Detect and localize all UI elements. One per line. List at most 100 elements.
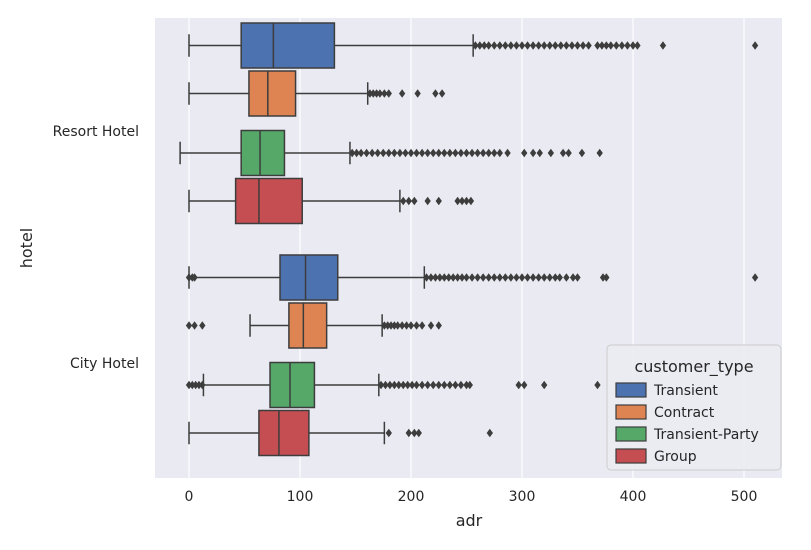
outlier-point <box>463 148 470 158</box>
legend-title: customer_type <box>634 357 753 377</box>
outlier-point <box>513 273 520 282</box>
outlier-point <box>400 380 407 390</box>
outlier-point <box>496 273 503 282</box>
outlier-point <box>432 273 439 282</box>
outlier-point <box>491 41 498 50</box>
outlier-point <box>594 380 601 390</box>
outlier-point <box>457 148 465 158</box>
outlier-point <box>594 41 601 50</box>
outlier-point <box>430 380 437 390</box>
outlier-point <box>191 273 198 282</box>
legend-box <box>606 344 782 471</box>
outlier-point <box>502 273 509 282</box>
outlier-point <box>563 41 570 50</box>
x-tick-label: 300 <box>509 489 536 505</box>
outlier-point <box>363 148 370 158</box>
legend-swatch <box>615 404 647 420</box>
outlier-point <box>381 321 388 330</box>
x-tick-label: 400 <box>620 489 647 505</box>
outlier-point <box>467 196 475 206</box>
outlier-point <box>396 148 404 158</box>
outlier-point <box>385 428 392 438</box>
outlier-point <box>463 380 470 390</box>
outlier-point <box>751 273 759 282</box>
outlier-point <box>466 380 473 390</box>
outlier-point <box>474 273 481 282</box>
box-iqr <box>248 70 297 117</box>
outlier-point <box>547 148 555 158</box>
legend-entry: Group <box>654 449 697 465</box>
outlier-point <box>441 148 448 158</box>
outlier-point <box>407 148 415 158</box>
outlier-point <box>369 148 376 158</box>
outlier-point <box>474 148 481 158</box>
outlier-point <box>629 41 637 50</box>
outlier-point <box>385 148 392 158</box>
outlier-point <box>438 89 446 98</box>
box-iqr <box>279 254 339 301</box>
outlier-point <box>387 321 395 330</box>
outlier-point <box>405 428 412 438</box>
outlier-point <box>450 273 457 282</box>
outlier-point <box>529 41 537 50</box>
outlier-point <box>457 380 465 390</box>
legend-swatch <box>615 448 647 464</box>
outlier-point <box>507 273 515 282</box>
outlier-point <box>598 41 606 50</box>
outlier-point <box>472 41 479 50</box>
x-tick-label: 0 <box>185 489 194 505</box>
legend-entry: Contract <box>654 405 715 421</box>
outlier-point <box>521 380 528 390</box>
outlier-point <box>463 196 470 206</box>
outlier-point <box>404 380 411 390</box>
outlier-point <box>405 196 412 206</box>
outlier-point <box>424 148 431 158</box>
outlier-point <box>386 380 394 390</box>
outlier-point <box>659 41 667 50</box>
outlier-point <box>507 41 515 50</box>
outlier-point <box>418 321 426 330</box>
outlier-point <box>541 41 548 50</box>
outlier-point <box>441 273 448 282</box>
outlier-point <box>366 89 374 98</box>
outlier-point <box>521 148 528 158</box>
outlier-point <box>398 321 406 330</box>
outlier-point <box>430 148 437 158</box>
outlier-point <box>454 273 461 282</box>
outlier-point <box>191 321 198 330</box>
outlier-point <box>535 273 542 282</box>
outlier-point <box>599 273 607 282</box>
outlier-point <box>376 89 384 98</box>
outlier-point <box>574 273 581 282</box>
outlier-point <box>568 41 576 50</box>
legend-entry: Transient-Party <box>653 427 759 443</box>
legend-swatch <box>615 426 647 442</box>
x-tick-label: 200 <box>398 489 425 505</box>
outlier-point <box>458 273 466 282</box>
outlier-point <box>415 428 422 438</box>
outlier-point <box>496 41 503 50</box>
x-tick-label: 100 <box>287 489 314 505</box>
outlier-point <box>185 380 193 390</box>
outlier-point <box>485 273 492 282</box>
outlier-point <box>481 41 488 50</box>
outlier-point <box>418 148 426 158</box>
outlier-point <box>579 41 587 50</box>
outlier-point <box>524 273 531 282</box>
outlier-point <box>411 196 418 206</box>
outlier-point <box>435 380 442 390</box>
outlier-point <box>552 273 559 282</box>
outlier-point <box>468 148 476 158</box>
outlier-point <box>486 428 493 438</box>
outlier-point <box>391 321 398 330</box>
outlier-point <box>485 148 492 158</box>
outlier-point <box>546 273 553 282</box>
outlier-point <box>518 41 526 50</box>
outlier-point <box>441 380 448 390</box>
outlier-point <box>413 380 420 390</box>
legend-swatch <box>615 382 647 398</box>
outlier-point <box>424 196 431 206</box>
outlier-point <box>199 321 206 330</box>
outlier-point <box>446 380 453 390</box>
outlier-point <box>491 148 498 158</box>
